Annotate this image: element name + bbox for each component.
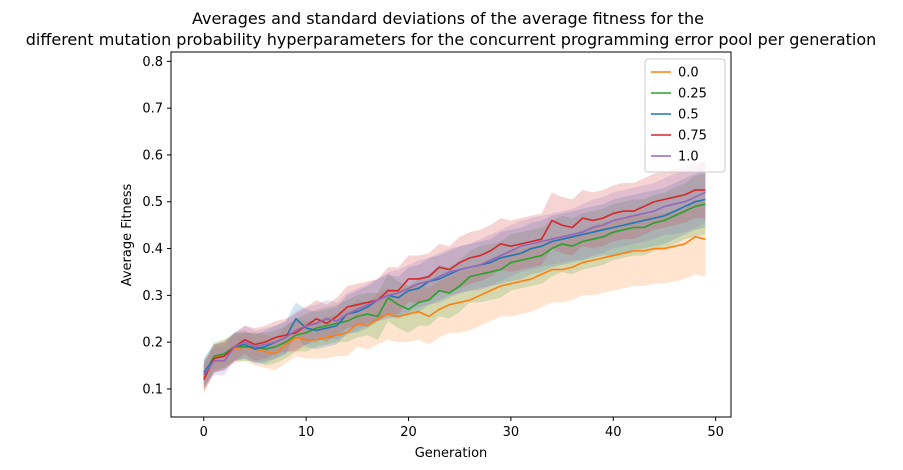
legend: 0.0 0.25 0.5 0.75 1.0	[644, 58, 726, 173]
y-tick-label: 0.2	[142, 336, 163, 351]
legend-label-4: 1.0	[678, 150, 699, 165]
chart-title-line-1: Averages and standard deviations of the …	[192, 9, 704, 28]
y-axis-ticks: 0.1 0.2 0.3 0.4 0.5 0.6 0.7 0.8	[142, 55, 171, 397]
x-tick-label: 20	[400, 425, 417, 440]
series-lines	[203, 189, 706, 380]
x-tick-label: 30	[503, 425, 520, 440]
line-series-0	[203, 236, 706, 378]
line-series-4	[203, 191, 706, 376]
plot-frame	[170, 51, 732, 418]
line-series-1	[203, 203, 706, 376]
y-tick-label: 0.6	[142, 148, 163, 163]
legend-box	[644, 58, 726, 173]
y-tick-label: 0.4	[142, 242, 163, 257]
x-tick-label: 40	[605, 425, 622, 440]
x-tick-label: 0	[200, 425, 208, 440]
legend-label-2: 0.5	[678, 108, 699, 123]
legend-label-3: 0.75	[678, 129, 707, 144]
y-tick-label: 0.1	[142, 382, 163, 397]
x-tick-label: 50	[707, 425, 724, 440]
chart-title-line-2: different mutation probability hyperpara…	[26, 30, 877, 49]
y-tick-label: 0.3	[142, 289, 163, 304]
std-bands	[203, 161, 706, 394]
x-axis-label: Generation	[415, 446, 488, 461]
std-band-series-4	[203, 161, 706, 389]
legend-label-1: 0.25	[678, 87, 707, 102]
std-band-series-1	[203, 173, 706, 389]
x-axis-ticks: 0 10 20 30 40 50	[200, 417, 724, 440]
std-band-series-2	[203, 171, 706, 387]
std-band-series-0	[203, 199, 706, 392]
line-series-3	[203, 189, 706, 380]
x-tick-label: 10	[298, 425, 315, 440]
y-tick-label: 0.5	[142, 195, 163, 210]
y-tick-label: 0.8	[142, 55, 163, 70]
y-axis-label: Average Fitness	[120, 184, 135, 287]
legend-label-0: 0.0	[678, 66, 699, 81]
y-tick-label: 0.7	[142, 102, 163, 117]
